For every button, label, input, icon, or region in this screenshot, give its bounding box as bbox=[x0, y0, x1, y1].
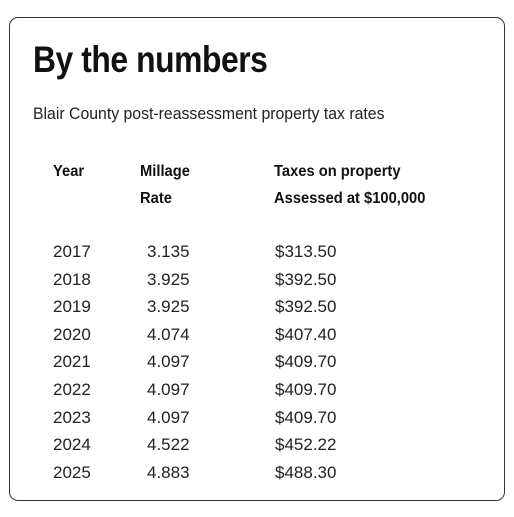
tax-amount-cell: $409.70 bbox=[275, 352, 337, 372]
tax-amount-cell: $392.50 bbox=[275, 269, 337, 289]
table-row: 2022 4.097 $409.70 bbox=[10, 376, 504, 404]
table-row: 2024 4.522 $452.22 bbox=[10, 431, 504, 459]
column-header-millage-rate: Millage Rate bbox=[140, 158, 190, 212]
tax-amount-cell: $488.30 bbox=[275, 462, 337, 482]
card-title: By the numbers bbox=[33, 39, 268, 80]
column-header-year: Year bbox=[53, 158, 84, 185]
millage-rate-cell: 3.925 bbox=[147, 269, 190, 289]
column-header-millage-line1: Millage bbox=[140, 163, 190, 180]
table-row: 2017 3.135 $313.50 bbox=[10, 238, 504, 266]
tax-amount-cell: $407.40 bbox=[275, 324, 337, 344]
column-header-year-label: Year bbox=[53, 163, 85, 180]
tax-amount-cell: $409.70 bbox=[275, 379, 337, 399]
year-cell: 2021 bbox=[53, 352, 91, 372]
table-row: 2018 3.925 $392.50 bbox=[10, 266, 504, 294]
table-row: 2023 4.097 $409.70 bbox=[10, 404, 504, 432]
data-table: 2017 3.135 $313.50 2018 3.925 $392.50 20… bbox=[10, 238, 504, 486]
tax-amount-cell: $409.70 bbox=[275, 407, 337, 427]
tax-amount-cell: $392.50 bbox=[275, 297, 337, 317]
millage-rate-cell: 4.097 bbox=[147, 379, 190, 399]
table-row: 2020 4.074 $407.40 bbox=[10, 321, 504, 349]
table-row: 2021 4.097 $409.70 bbox=[10, 348, 504, 376]
info-card: By the numbers Blair County post-reasses… bbox=[9, 17, 505, 501]
tax-amount-cell: $313.50 bbox=[275, 242, 337, 261]
millage-rate-cell: 4.097 bbox=[147, 407, 190, 427]
year-cell: 2020 bbox=[53, 324, 91, 344]
millage-rate-cell: 4.097 bbox=[147, 352, 190, 372]
millage-rate-cell: 4.522 bbox=[147, 435, 190, 455]
millage-rate-cell: 3.925 bbox=[147, 297, 190, 317]
millage-rate-cell: 4.883 bbox=[147, 462, 190, 482]
year-cell: 2019 bbox=[53, 297, 91, 317]
column-header-millage-line2: Rate bbox=[140, 190, 172, 207]
year-cell: 2022 bbox=[53, 379, 91, 399]
column-header-taxes-line2: Assessed at $100,000 bbox=[274, 190, 426, 207]
column-header-taxes: Taxes on property Assessed at $100,000 bbox=[274, 158, 425, 212]
year-cell: 2018 bbox=[53, 269, 91, 289]
card-subtitle: Blair County post-reassessment property … bbox=[33, 104, 385, 123]
millage-rate-cell: 3.135 bbox=[147, 242, 190, 261]
year-cell: 2017 bbox=[53, 242, 91, 261]
year-cell: 2024 bbox=[53, 435, 91, 455]
column-header-taxes-line1: Taxes on property bbox=[274, 163, 401, 180]
year-cell: 2023 bbox=[53, 407, 91, 427]
millage-rate-cell: 4.074 bbox=[147, 324, 190, 344]
table-row: 2019 3.925 $392.50 bbox=[10, 293, 504, 321]
tax-amount-cell: $452.22 bbox=[275, 435, 337, 455]
table-row: 2025 4.883 $488.30 bbox=[10, 459, 504, 487]
year-cell: 2025 bbox=[53, 462, 91, 482]
